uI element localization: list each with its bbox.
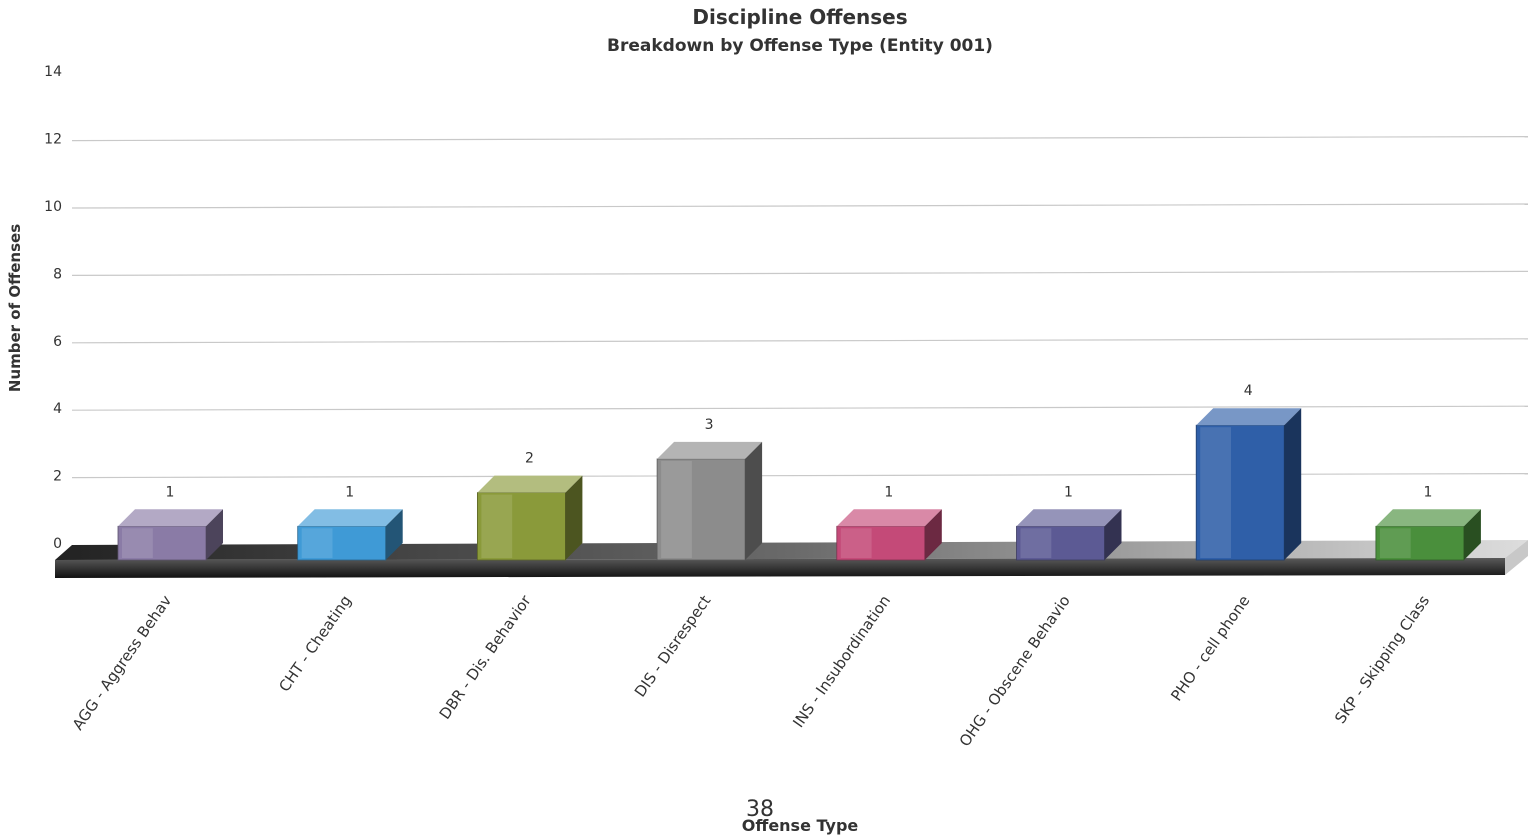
chart-floor	[55, 540, 1528, 578]
bar-front	[1195, 424, 1285, 561]
bar-highlight	[1020, 528, 1052, 558]
y-tick-label: 4	[53, 401, 62, 417]
gridline	[71, 203, 1529, 209]
bar	[117, 509, 223, 561]
bar-top	[657, 441, 763, 459]
bar-top	[477, 475, 583, 493]
bar-highlight	[840, 528, 872, 558]
gridlines	[71, 136, 1529, 479]
data-label: 1	[1423, 484, 1432, 500]
gridline	[71, 473, 1529, 479]
data-label: 1	[884, 484, 893, 500]
x-axis-category-labels: AGG - Aggress Behav CHT - Cheating DBR - D…	[69, 591, 1434, 750]
floor-top	[55, 540, 1528, 560]
y-tick-label: 14	[44, 64, 62, 80]
x-axis-title: Offense Type	[742, 816, 859, 835]
bar-highlight	[301, 528, 333, 558]
data-labels: 1 1 2 3 1 1 4 1	[166, 383, 1433, 500]
bar-side	[1463, 509, 1481, 560]
y-tick-label: 6	[53, 334, 62, 350]
bars	[117, 408, 1481, 561]
category-label: DBR - Dis. Behavior	[436, 591, 535, 722]
bar-side	[1104, 509, 1122, 560]
bar-side	[745, 441, 763, 560]
bar-highlight	[1200, 427, 1231, 558]
bar	[297, 509, 403, 561]
bar-top	[1196, 408, 1302, 426]
bar-front	[656, 458, 746, 561]
page-number: 38	[746, 797, 774, 822]
chart-title: Discipline Offenses	[692, 5, 907, 29]
category-label: PHO - cell phone	[1167, 592, 1253, 704]
data-label: 1	[166, 484, 175, 500]
bar-side	[385, 509, 403, 560]
bar	[1016, 509, 1122, 561]
bar-top	[118, 509, 223, 527]
gridline	[71, 270, 1529, 276]
bar	[1195, 408, 1302, 561]
bar-highlight	[122, 528, 153, 558]
bar	[656, 441, 763, 561]
data-label: 4	[1244, 383, 1253, 399]
category-label: SKP - Skipping Class	[1331, 592, 1433, 727]
y-axis-title: Number of Offenses	[6, 224, 24, 392]
bar-front	[836, 525, 926, 561]
bar-front	[476, 492, 566, 561]
bar-highlight	[1379, 528, 1411, 558]
category-label: DIS - Disrespect	[631, 592, 714, 701]
bar-top	[1016, 509, 1122, 527]
y-tick-label: 2	[53, 469, 62, 485]
category-label: CHT - Cheating	[275, 592, 355, 695]
bar-highlight	[661, 460, 692, 558]
data-label: 1	[345, 484, 354, 500]
bar-side	[1284, 408, 1302, 560]
y-tick-label: 12	[44, 132, 62, 148]
bar	[1375, 509, 1481, 561]
data-label: 1	[1064, 484, 1073, 500]
bar	[476, 475, 583, 561]
bar-side	[924, 509, 942, 560]
category-label: INS - Insubordination	[789, 592, 894, 731]
bar-top	[836, 509, 942, 527]
data-label: 3	[705, 417, 714, 433]
category-label: OHG - Obscene Behavio	[956, 592, 1074, 750]
y-axis-ticks: 0 2 4 6 8 10 12 14	[44, 64, 62, 552]
category-label: AGG - Aggress Behav	[69, 592, 176, 734]
bar-highlight	[481, 494, 513, 558]
chart-subtitle: Breakdown by Offense Type (Entity 001)	[607, 36, 993, 56]
bar-front	[1016, 525, 1105, 561]
floor-side	[1505, 540, 1528, 575]
bar-top	[297, 509, 403, 527]
gridline	[71, 136, 1529, 142]
y-tick-label: 8	[53, 266, 62, 282]
bar-side	[565, 475, 583, 560]
floor-front	[55, 558, 1505, 578]
data-label: 2	[525, 451, 534, 467]
gridline	[71, 405, 1529, 411]
bar	[836, 509, 942, 561]
bar-side	[206, 509, 223, 560]
gridline	[71, 338, 1529, 344]
bar-top	[1375, 509, 1481, 527]
y-tick-label: 0	[53, 536, 62, 552]
y-tick-label: 10	[44, 199, 62, 215]
